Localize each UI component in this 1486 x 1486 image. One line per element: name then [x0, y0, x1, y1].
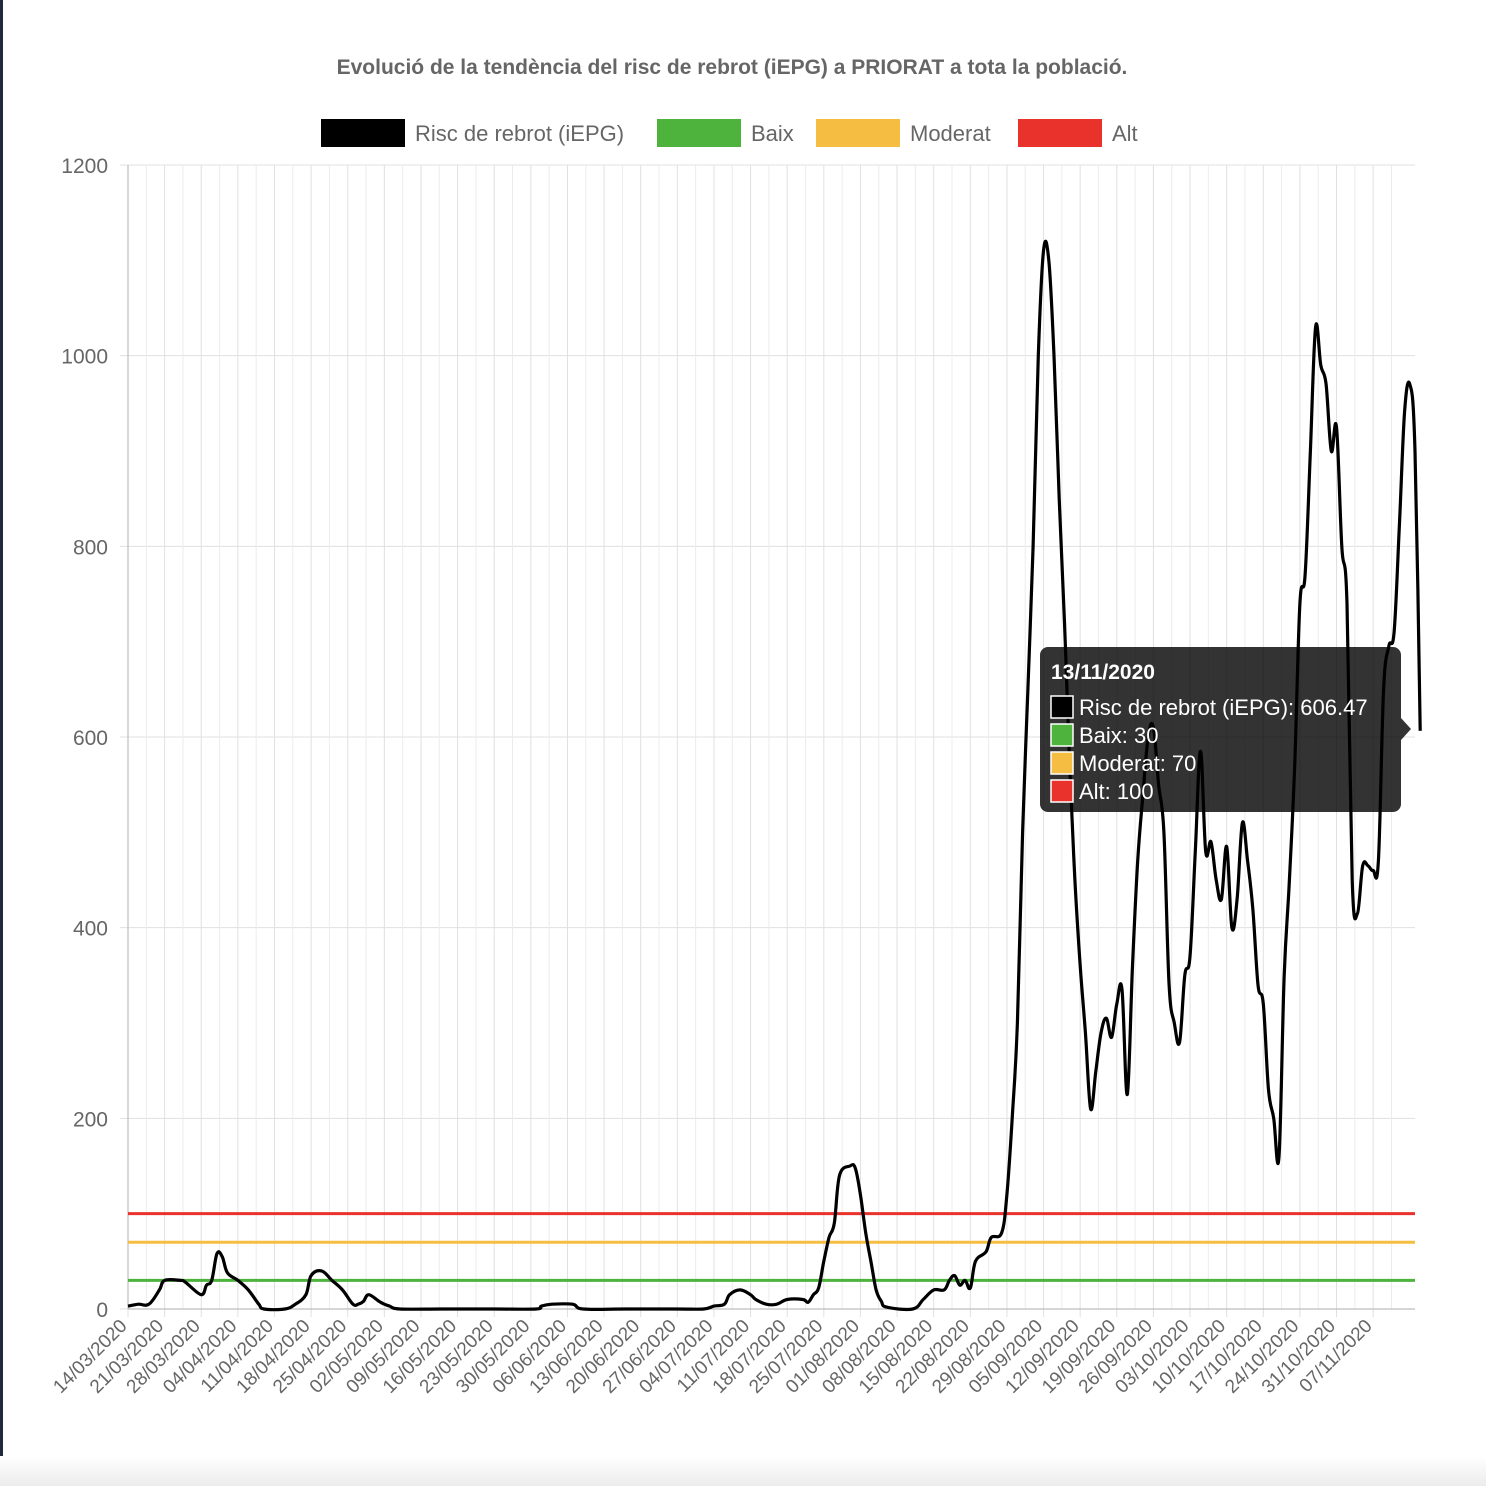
legend-swatch-3[interactable]	[1018, 119, 1102, 147]
legend-label-3[interactable]: Alt	[1112, 121, 1138, 146]
tooltip-box	[1040, 647, 1401, 812]
y-tick-label: 800	[73, 536, 108, 559]
y-tick-label: 200	[73, 1108, 108, 1131]
chart-title: Evolució de la tendència del risc de reb…	[337, 56, 1128, 79]
legend-swatch-2[interactable]	[816, 119, 900, 147]
tooltip-line-0: Risc de rebrot (iEPG): 606.47	[1079, 695, 1368, 720]
legend-label-2[interactable]: Moderat	[910, 121, 991, 146]
legend: Risc de rebrot (iEPG) Baix Moderat Alt	[321, 119, 1138, 147]
window-frame-edge	[0, 0, 3, 1486]
legend-label-0[interactable]: Risc de rebrot (iEPG)	[415, 121, 624, 146]
tooltip-swatch-3	[1050, 779, 1074, 803]
tooltip-line-1: Baix: 30	[1079, 723, 1159, 748]
legend-swatch-1[interactable]	[657, 119, 741, 147]
bottom-shadow	[0, 1456, 1486, 1486]
y-tick-label: 600	[73, 727, 108, 750]
tooltip-swatch-0	[1050, 695, 1074, 719]
tooltip-line-2: Moderat: 70	[1079, 751, 1196, 776]
y-tick-label: 400	[73, 918, 108, 941]
threshold-lines	[128, 1212, 1415, 1282]
tooltip-swatch-1	[1050, 723, 1074, 747]
y-tick-label: 0	[96, 1299, 108, 1322]
tooltip-swatch-2	[1050, 751, 1074, 775]
tooltip-line-3: Alt: 100	[1079, 779, 1154, 804]
legend-swatch-0[interactable]	[321, 119, 405, 147]
tooltip-title: 13/11/2020	[1051, 661, 1155, 684]
legend-label-1[interactable]: Baix	[751, 121, 794, 146]
y-tick-label: 1000	[61, 346, 108, 369]
y-tick-label: 1200	[61, 155, 108, 178]
tooltip: 13/11/2020 Risc de rebrot (iEPG): 606.47 B…	[1040, 647, 1411, 812]
tooltip-caret	[1401, 718, 1411, 740]
